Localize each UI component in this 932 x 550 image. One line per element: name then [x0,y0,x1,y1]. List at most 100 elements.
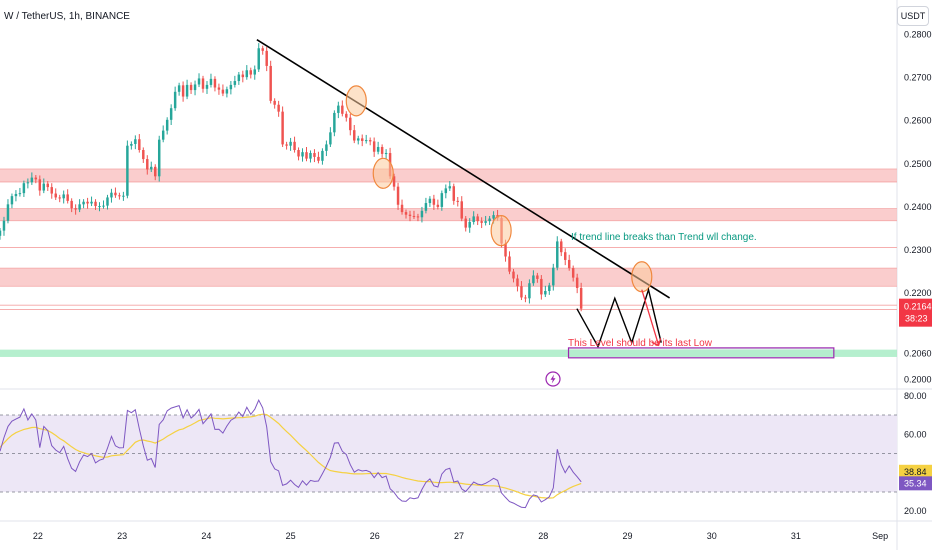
candle[interactable] [273,98,276,109]
candle[interactable] [70,198,73,213]
lightning-bolt-icon[interactable] [545,371,561,387]
candle[interactable] [94,199,97,210]
candle[interactable] [309,150,312,163]
candle[interactable] [157,135,161,182]
candle[interactable] [50,183,53,199]
candle[interactable] [173,86,177,111]
candle[interactable] [524,294,527,303]
candle[interactable] [138,134,141,153]
candle[interactable] [102,200,105,209]
candles[interactable] [0,43,583,312]
candle[interactable] [476,213,479,226]
candle[interactable] [432,194,436,210]
candle[interactable] [357,135,360,145]
candle[interactable] [376,141,380,155]
candle[interactable] [6,199,10,224]
candle[interactable] [428,196,432,207]
candle[interactable] [130,141,133,150]
candle[interactable] [213,76,217,92]
candle[interactable] [209,73,213,88]
candle[interactable] [484,215,487,226]
candle[interactable] [185,79,189,100]
candle[interactable] [528,279,531,304]
candle[interactable] [384,149,388,160]
candle[interactable] [18,187,22,197]
candle[interactable] [508,251,511,275]
candle[interactable] [86,197,89,209]
candle[interactable] [201,75,205,93]
candle[interactable] [333,110,336,137]
touch-circle[interactable] [490,215,512,247]
candle[interactable] [82,199,85,209]
candle[interactable] [337,101,340,119]
candle[interactable] [154,164,157,181]
drawings[interactable] [256,38,835,359]
candle[interactable] [74,204,77,215]
candle[interactable] [181,81,185,102]
candle[interactable] [480,217,483,229]
symbol-title[interactable]: W / TetherUS, 1h, BINANCE [4,11,130,22]
candle[interactable] [548,282,551,295]
candle[interactable] [189,82,193,94]
candle[interactable] [563,248,567,266]
candle[interactable] [30,172,34,185]
candle[interactable] [396,182,400,210]
trend-note[interactable]: If trend line breaks than Trend wll chan… [571,232,757,243]
candle[interactable] [225,86,229,98]
candle[interactable] [233,75,237,88]
candle[interactable] [313,149,316,163]
candle[interactable] [321,148,324,165]
currency-button[interactable]: USDT [897,6,929,26]
rsi-pane[interactable] [0,399,897,509]
candle[interactable] [10,193,14,209]
candle[interactable] [289,137,292,151]
candle[interactable] [122,191,125,201]
candle[interactable] [575,273,579,294]
candle[interactable] [118,192,121,200]
candle[interactable] [301,148,304,162]
candle[interactable] [261,45,264,55]
candle[interactable] [567,254,571,271]
candle[interactable] [368,137,372,146]
candle[interactable] [42,178,46,194]
candle[interactable] [106,194,109,210]
candle[interactable] [460,196,463,222]
candle[interactable] [169,104,173,126]
level-box[interactable] [567,347,835,359]
candle[interactable] [325,140,328,157]
candle[interactable] [241,70,245,83]
candle[interactable] [420,206,424,223]
candle[interactable] [22,180,26,198]
candle[interactable] [452,183,456,205]
candle[interactable] [253,65,256,80]
candle[interactable] [404,209,408,219]
rsi-ma-line[interactable] [0,413,582,499]
candle[interactable] [516,274,519,292]
candle[interactable] [400,199,404,215]
candle[interactable] [257,43,260,72]
candle[interactable] [556,236,559,271]
candle[interactable] [237,71,241,85]
candle[interactable] [0,228,2,240]
candle[interactable] [277,100,280,117]
candle[interactable] [372,137,376,157]
candle[interactable] [90,196,93,207]
candle[interactable] [161,125,165,143]
candle[interactable] [110,188,113,203]
candle[interactable] [54,188,57,201]
candle[interactable] [579,282,583,312]
candle[interactable] [281,106,284,147]
candle[interactable] [285,141,288,150]
rsi-line[interactable] [0,399,582,509]
candle[interactable] [468,218,471,233]
candle[interactable] [221,84,225,97]
candle[interactable] [440,190,444,211]
rsi-value-tag[interactable] [899,476,932,491]
candle[interactable] [349,113,352,136]
candle[interactable] [114,187,117,198]
candle[interactable] [193,80,197,96]
candle[interactable] [560,238,563,257]
rsi-value-tag[interactable] [899,464,932,479]
candle[interactable] [305,146,308,162]
